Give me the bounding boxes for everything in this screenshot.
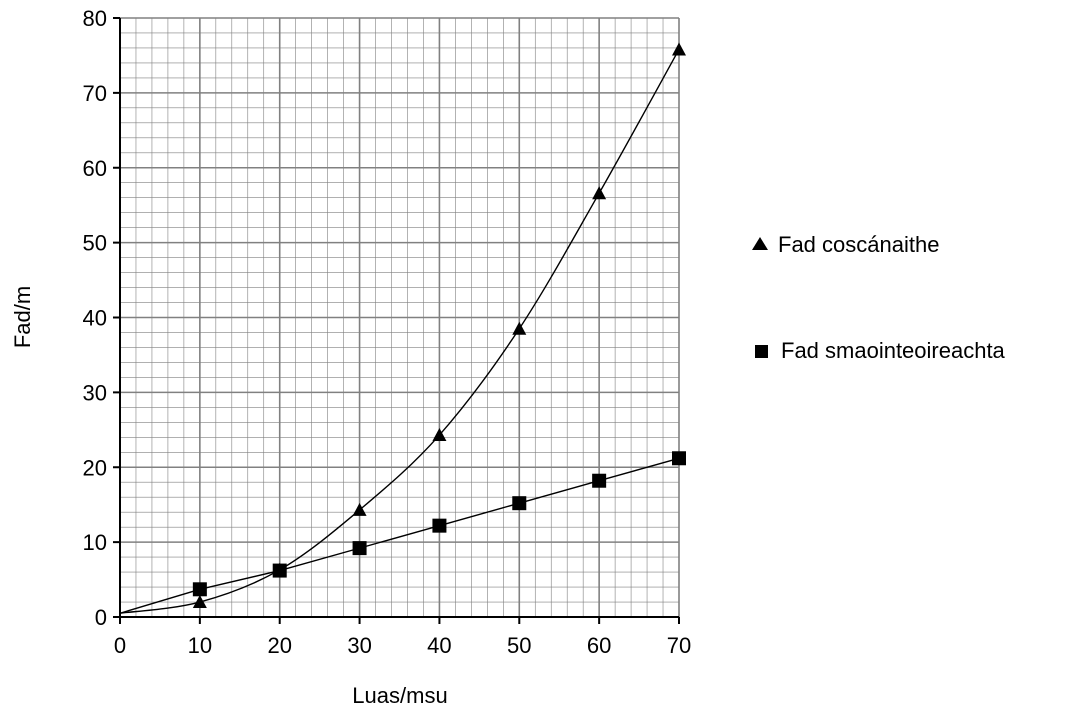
x-tick-label: 0 (114, 633, 126, 658)
y-tick-label: 50 (83, 231, 107, 256)
chart-tick-labels: 0 10 20 30 40 50 60 70 0 10 20 30 40 50 60 70 80 (83, 6, 692, 658)
data-point-square (272, 563, 287, 578)
data-point-square (512, 496, 527, 511)
x-tick-label: 70 (667, 633, 691, 658)
series-line-triangle (119, 49, 680, 614)
data-point-square (592, 473, 607, 488)
y-tick-label: 70 (83, 81, 107, 106)
x-tick-label: 40 (427, 633, 451, 658)
y-tick-label: 60 (83, 156, 107, 181)
data-point-triangle (592, 186, 607, 200)
data-point-triangle (672, 42, 686, 56)
y-tick-label: 20 (83, 455, 107, 480)
data-point-square (672, 451, 686, 466)
x-axis-title: Luas/msu (352, 683, 447, 708)
x-tick-label: 20 (267, 633, 291, 658)
data-point-triangle (192, 595, 207, 609)
y-tick-label: 10 (83, 530, 107, 555)
chart-grid (119, 17, 680, 618)
y-tick-label: 40 (83, 306, 107, 331)
legend-item-square: Fad smaointeoireachta (755, 338, 1006, 363)
x-tick-label: 10 (188, 633, 212, 658)
legend-square-marker (755, 345, 768, 358)
y-tick-label: 30 (83, 380, 107, 405)
legend: Fad coscánaithe Fad smaointeoireachta (752, 232, 1006, 363)
x-tick-label: 50 (507, 633, 531, 658)
legend-item-triangle: Fad coscánaithe (752, 232, 939, 257)
chart-series-lines (119, 49, 680, 614)
x-tick-label: 30 (347, 633, 371, 658)
data-point-triangle (512, 321, 527, 335)
legend-label-square: Fad smaointeoireachta (781, 338, 1006, 363)
data-point-square (352, 541, 367, 556)
data-point-square (192, 582, 207, 597)
data-point-triangle (432, 428, 447, 442)
chart-markers (192, 42, 686, 609)
data-point-square (432, 518, 447, 533)
series-line-square (119, 457, 680, 614)
y-axis-title: Fad/m (10, 286, 35, 348)
x-tick-label: 60 (587, 633, 611, 658)
y-tick-label: 0 (95, 605, 107, 630)
data-point-triangle (352, 502, 367, 516)
legend-triangle-marker (752, 237, 768, 250)
legend-label-triangle: Fad coscánaithe (778, 232, 939, 257)
y-tick-label: 80 (83, 6, 107, 31)
